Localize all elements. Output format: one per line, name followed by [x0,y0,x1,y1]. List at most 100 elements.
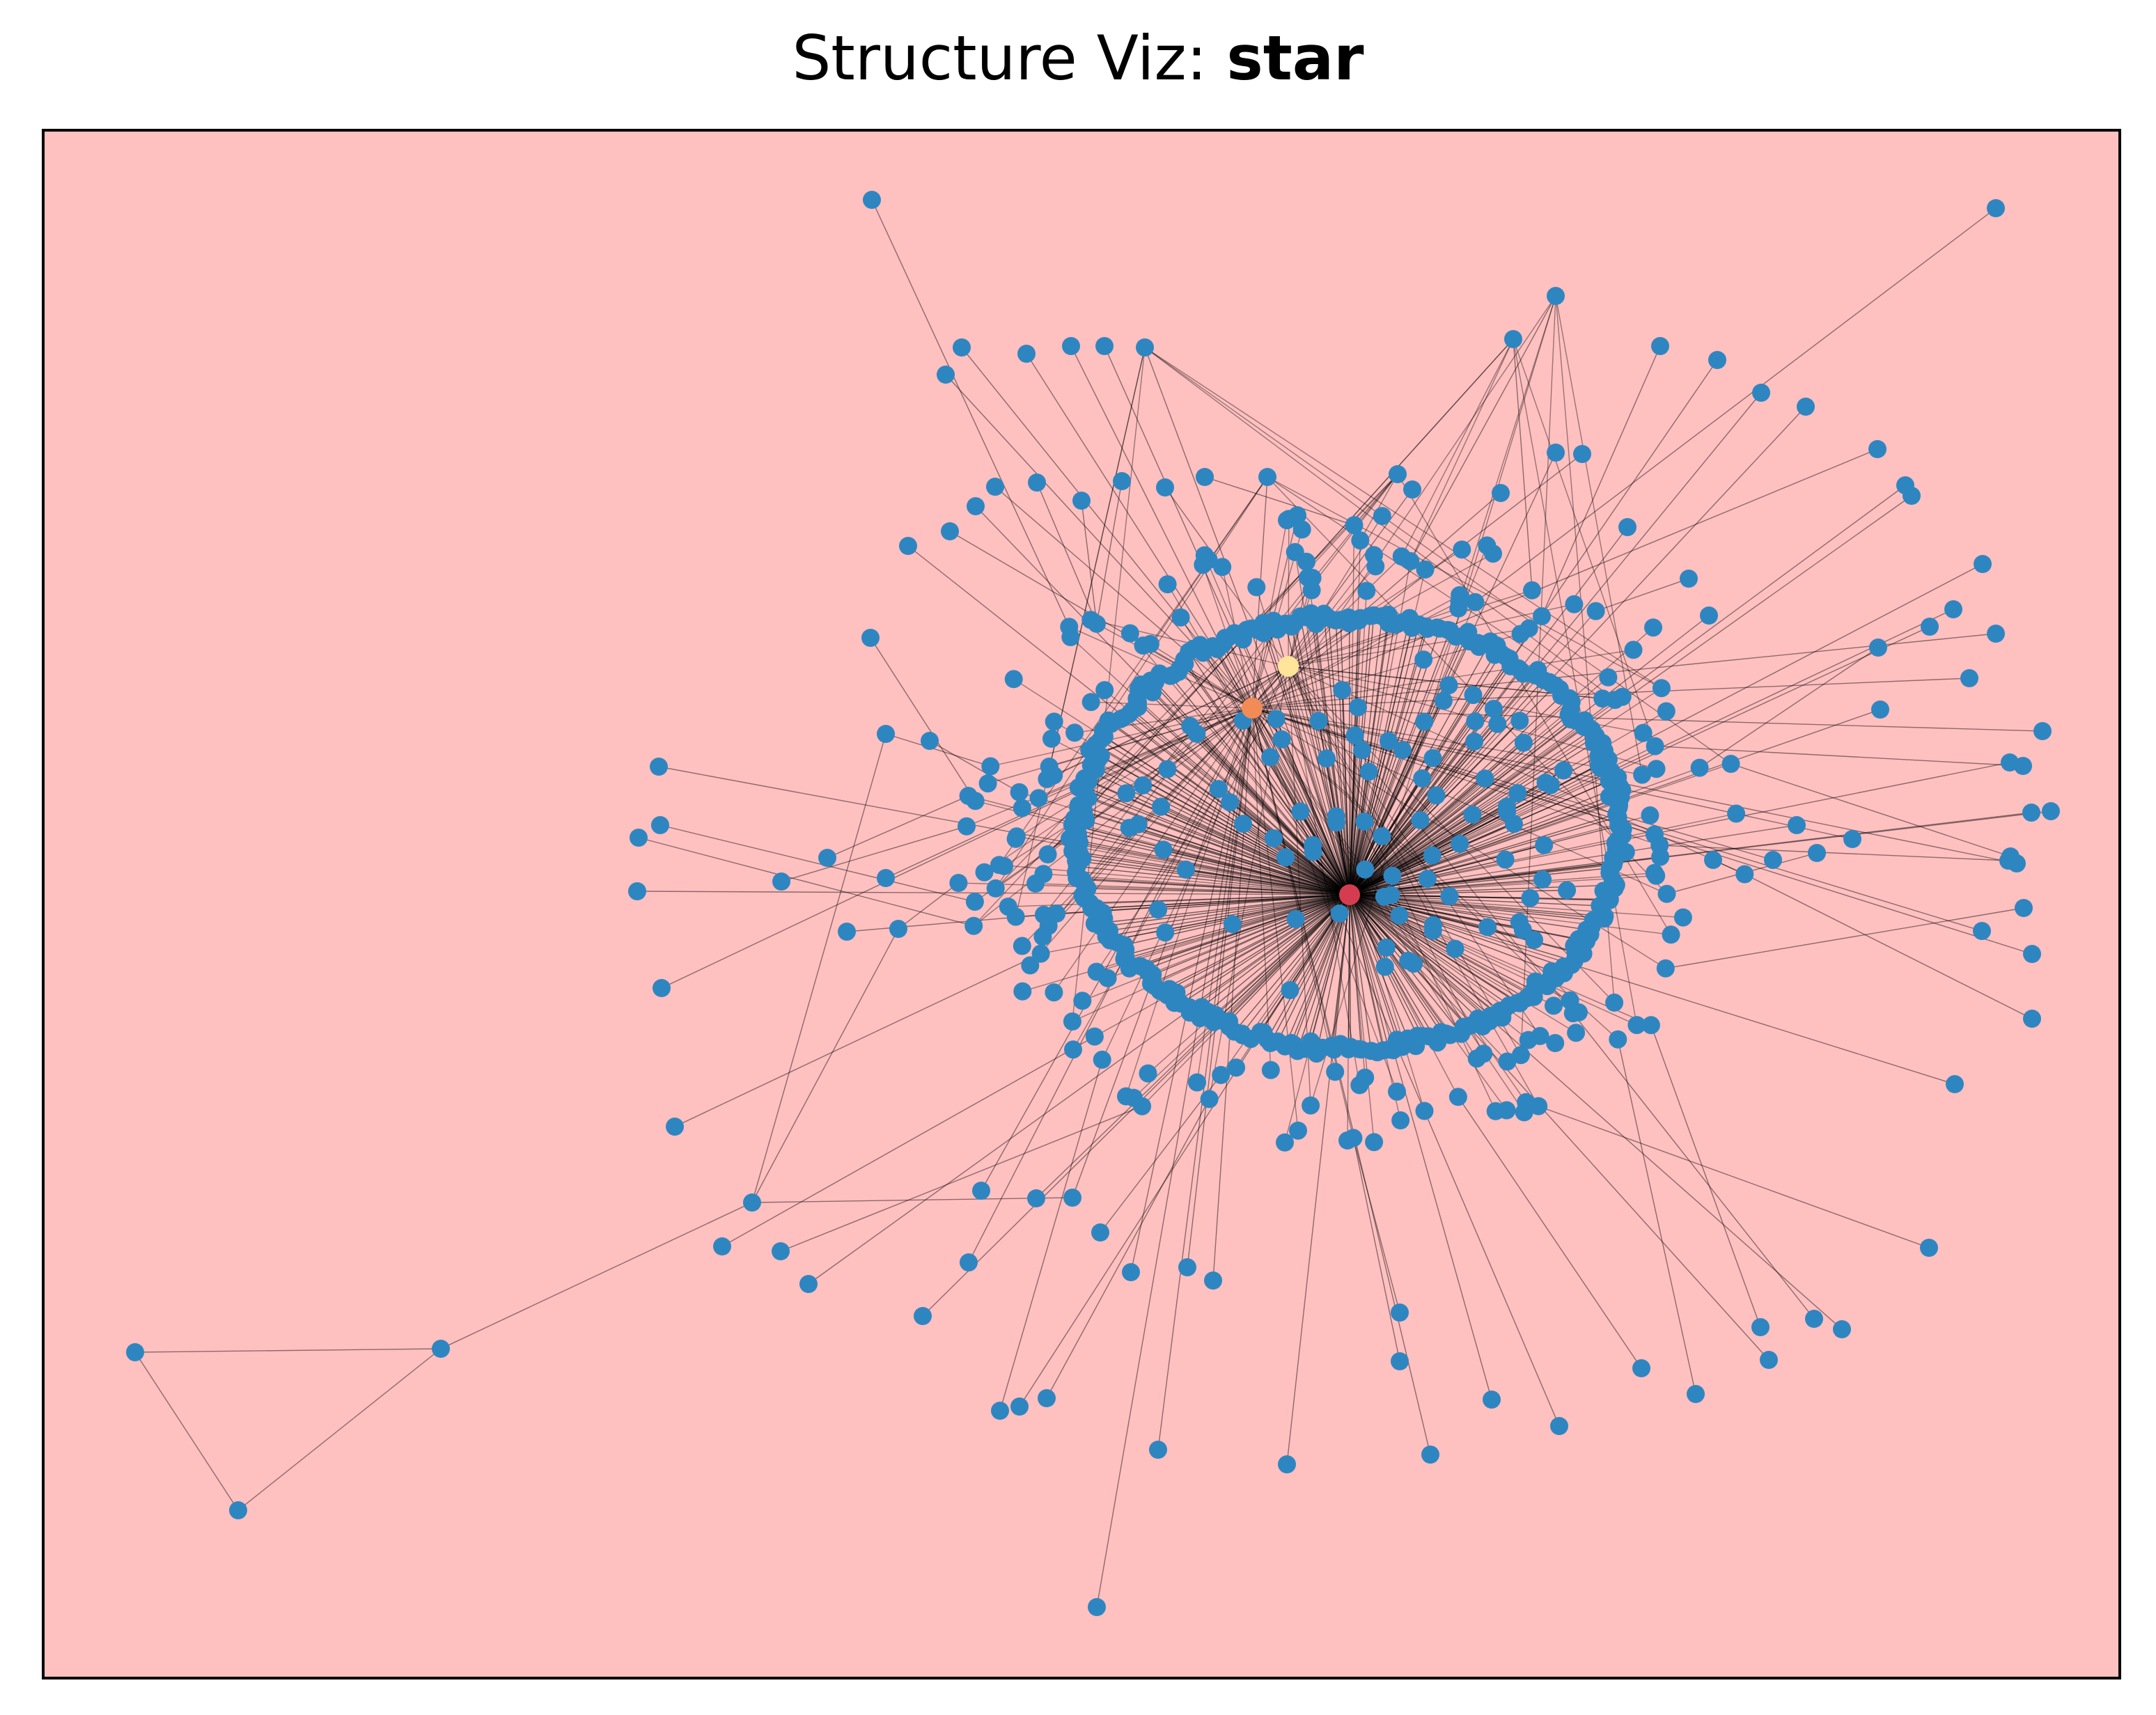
graph-edge [1091,701,1253,709]
graph-edge [1288,666,1541,1037]
graph-edge [1229,801,1350,895]
graph-edge [1349,894,1575,962]
graph-edge [1076,860,1350,895]
graph-node [1416,560,1435,579]
secondary-hub-node [1242,698,1263,719]
graph-edge [1251,707,1560,1427]
graph-node [1154,840,1173,859]
graph-edge [1349,894,1386,967]
graph-edge [1331,894,1350,1046]
graph-node [1843,830,1861,848]
graph-node [1120,819,1139,837]
graph-edge [1201,894,1350,1008]
graph-node [1606,691,1625,710]
graph-edge [1053,707,1253,993]
graph-edge [1251,707,1525,1113]
graph-node [1390,906,1409,925]
graph-node [1286,542,1304,561]
graph-edge [1349,720,1576,895]
graph-node [1644,618,1662,637]
graph-node [1656,959,1675,978]
title-name: star [1226,22,1364,94]
graph-edge [1167,769,1350,895]
graph-edge [1176,894,1350,994]
graph-node [1415,712,1434,731]
graph-node [1483,1391,1501,1409]
graph-node [1401,551,1420,570]
graph-node [1028,473,1046,492]
graph-node [1038,845,1057,863]
graph-edge [1251,595,1460,709]
graph-edge [1349,720,1520,895]
graph-edge [1285,856,1350,895]
graph-node [1330,905,1349,923]
graph-node [2015,899,2033,917]
graph-node [1039,916,1058,935]
graph-edge [1267,476,1662,689]
graph-edge [1288,666,1522,1056]
graph-node [1411,810,1430,829]
graph-edge [1286,894,1350,1465]
graph-edge [1141,894,1350,1107]
graph-edge [1349,687,1662,895]
graph-edge [1077,866,1350,895]
graph-edge [1084,785,1350,895]
graph-edge [1409,338,1514,562]
graph-node [975,863,994,882]
graph-edge [827,795,969,859]
graph-edge [1349,814,1473,895]
graph-node [1393,741,1412,760]
graph-node [1382,886,1400,905]
graph-edge [1349,623,1389,895]
graph-edge [1513,338,1656,746]
graph-edge [1349,894,1434,926]
graph-edge [1015,894,1350,918]
graph-edge [1040,894,1350,955]
graph-node [1413,769,1432,788]
graph-edge [1251,453,1583,709]
graph-edge [1163,849,1350,895]
graph-node [1550,1417,1568,1435]
graph-node [1421,1446,1439,1464]
graph-node [1088,1598,1106,1616]
graph-node [1415,1102,1434,1120]
graph-node [1545,996,1563,1015]
graph-node [914,1307,932,1325]
graph-edge [659,824,976,902]
graph-node [1227,1058,1246,1077]
graph-edge [1174,894,1350,1003]
graph-node [1261,1060,1280,1079]
graph-edge [1349,626,1930,895]
graph-node [743,1193,761,1212]
graph-edge [1094,894,1350,1037]
graph-node [1013,799,1031,817]
graph-edge [1019,894,1350,1407]
graph-edge [1349,894,1955,1085]
graph-edge [1104,736,1350,895]
graph-edge [1284,894,1350,1143]
graph-edge [1349,813,1737,895]
graph-edge [871,199,1070,627]
graph-node [1903,487,1921,505]
graph-node [1389,465,1407,483]
graph-edge [1349,767,1700,895]
graph-node [1423,749,1442,767]
graph-node [1944,600,1962,618]
graph-node [1213,558,1232,577]
graph-node [937,366,955,384]
graph-node [1006,829,1025,848]
graph-node [1373,507,1391,526]
graph-node [953,338,971,357]
graph-node [1586,602,1605,620]
graph-edge [1353,473,1398,526]
graph-node [1519,1031,1538,1049]
graph-node [1117,784,1136,803]
graph-edge [1458,295,1556,602]
graph-node [1391,1303,1409,1322]
graph-edge [1349,792,1518,895]
graph-node [1641,1016,1660,1035]
graph-node [1764,851,1782,869]
graph-node [1349,698,1367,716]
graph-edge [1104,345,1350,895]
graph-edge [1180,894,1350,1004]
